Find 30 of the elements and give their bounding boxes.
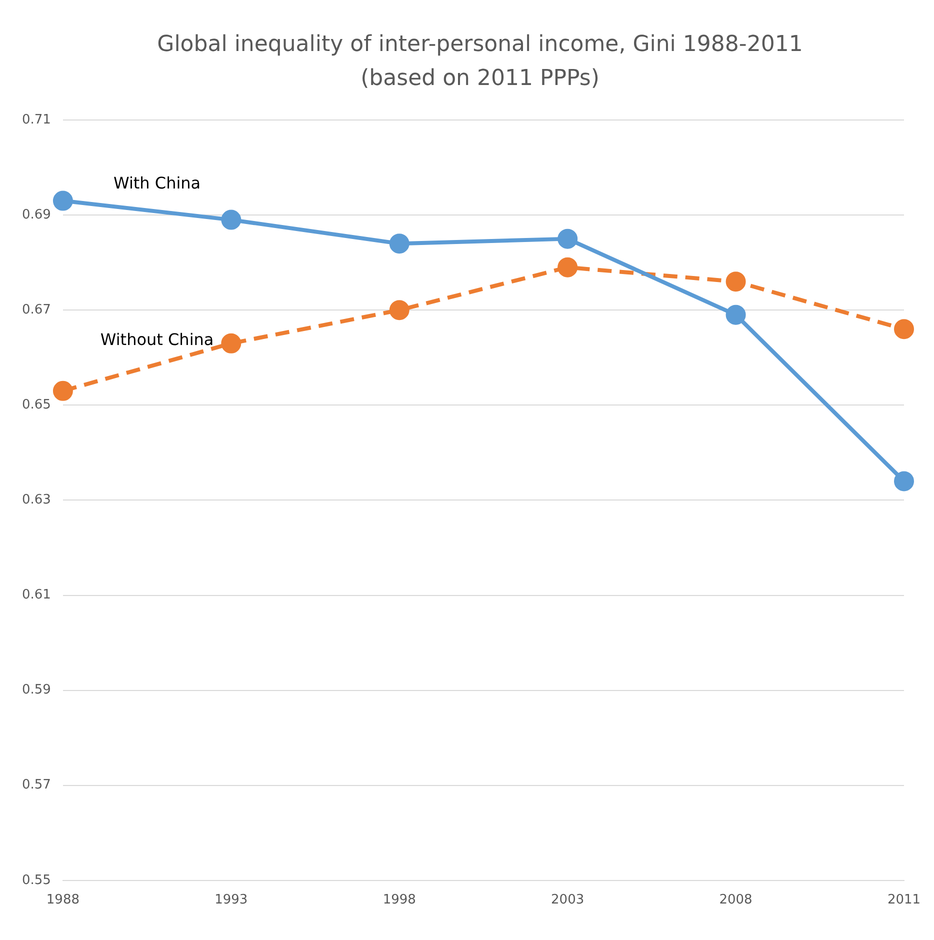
- y-tick-label: 0.71: [22, 112, 51, 128]
- y-tick-label: 0.65: [22, 398, 51, 413]
- point: [894, 319, 914, 340]
- point: [894, 471, 914, 492]
- x-tick-label: 1998: [382, 892, 416, 908]
- y-tick-label: 0.57: [22, 778, 51, 793]
- point: [726, 272, 746, 292]
- y-tick-label: 0.61: [22, 588, 51, 603]
- point: [221, 333, 242, 354]
- y-tick-label: 0.55: [22, 872, 51, 888]
- point: [389, 300, 410, 320]
- point: [52, 190, 73, 211]
- point: [52, 380, 73, 401]
- y-tick-label: 0.63: [22, 492, 51, 508]
- y-tick-label: 0.59: [22, 682, 51, 698]
- point: [558, 257, 578, 278]
- series-label: With China: [113, 173, 201, 192]
- x-tick-label: 2003: [551, 892, 584, 908]
- point: [221, 210, 242, 230]
- series-label: Without China: [100, 330, 214, 350]
- point: [726, 304, 746, 325]
- x-tick-label: 2008: [719, 892, 752, 908]
- point: [558, 228, 578, 249]
- x-tick-label: 1993: [214, 892, 248, 908]
- y-tick-label: 0.69: [22, 207, 51, 222]
- y-tick-label: 0.67: [22, 302, 51, 318]
- x-tick-label: 1988: [46, 892, 80, 908]
- point: [389, 234, 410, 254]
- x-tick-label: 2011: [887, 892, 921, 908]
- chart-title: Global inequality of inter-personal income, Gini 1988-2011 (based on 2011 PPPs): [156, 31, 804, 93]
